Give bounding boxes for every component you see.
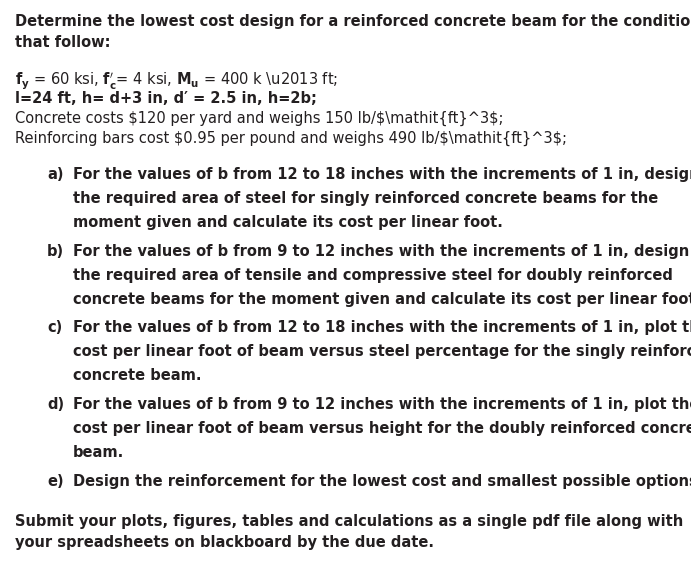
- Text: b): b): [47, 243, 64, 258]
- Text: the required area of steel for singly reinforced concrete beams for the: the required area of steel for singly re…: [73, 191, 658, 206]
- Text: that follow:: that follow:: [15, 34, 111, 49]
- Text: Submit your plots, figures, tables and calculations as a single pdf file along w: Submit your plots, figures, tables and c…: [15, 514, 683, 529]
- Text: your spreadsheets on blackboard by the due date.: your spreadsheets on blackboard by the d…: [15, 534, 434, 549]
- Text: For the values of b from 12 to 18 inches with the increments of 1 in, plot the: For the values of b from 12 to 18 inches…: [73, 320, 691, 335]
- Text: concrete beam.: concrete beam.: [73, 369, 201, 383]
- Text: Reinforcing bars cost $0.95 per pound and weighs 490 lb/$\mathit{ft}^3$;: Reinforcing bars cost $0.95 per pound an…: [15, 131, 567, 146]
- Text: $\mathbf{f_y}$ = 60 ksi, $\mathbf{f_c^{\prime}}$= 4 ksi, $\mathbf{M_u}$ = 400 k : $\mathbf{f_y}$ = 60 ksi, $\mathbf{f_c^{\…: [15, 71, 339, 92]
- Text: the required area of tensile and compressive steel for doubly reinforced: the required area of tensile and compres…: [73, 267, 672, 282]
- Text: For the values of b from 12 to 18 inches with the increments of 1 in, design: For the values of b from 12 to 18 inches…: [73, 167, 691, 182]
- Text: moment given and calculate its cost per linear foot.: moment given and calculate its cost per …: [73, 215, 502, 230]
- Text: l=24 ft, h= d+3 in, d′ = 2.5 in, h=2b;: l=24 ft, h= d+3 in, d′ = 2.5 in, h=2b;: [15, 91, 317, 106]
- Text: Design the reinforcement for the lowest cost and smallest possible options.: Design the reinforcement for the lowest …: [73, 474, 691, 488]
- Text: beam.: beam.: [73, 445, 124, 460]
- Text: concrete beams for the moment given and calculate its cost per linear foot.: concrete beams for the moment given and …: [73, 292, 691, 307]
- Text: Determine the lowest cost design for a reinforced concrete beam for the conditio: Determine the lowest cost design for a r…: [15, 14, 691, 29]
- Text: d): d): [47, 397, 64, 412]
- Text: e): e): [47, 474, 64, 488]
- Text: cost per linear foot of beam versus steel percentage for the singly reinforced: cost per linear foot of beam versus stee…: [73, 344, 691, 359]
- Text: a): a): [47, 167, 64, 182]
- Text: c): c): [47, 320, 62, 335]
- Text: For the values of b from 9 to 12 inches with the increments of 1 in, design: For the values of b from 9 to 12 inches …: [73, 243, 689, 258]
- Text: For the values of b from 9 to 12 inches with the increments of 1 in, plot the: For the values of b from 9 to 12 inches …: [73, 397, 691, 412]
- Text: cost per linear foot of beam versus height for the doubly reinforced concrete: cost per linear foot of beam versus heig…: [73, 421, 691, 436]
- Text: Concrete costs $120 per yard and weighs 150 lb/$\mathit{ft}^3$;: Concrete costs $120 per yard and weighs …: [15, 111, 504, 126]
